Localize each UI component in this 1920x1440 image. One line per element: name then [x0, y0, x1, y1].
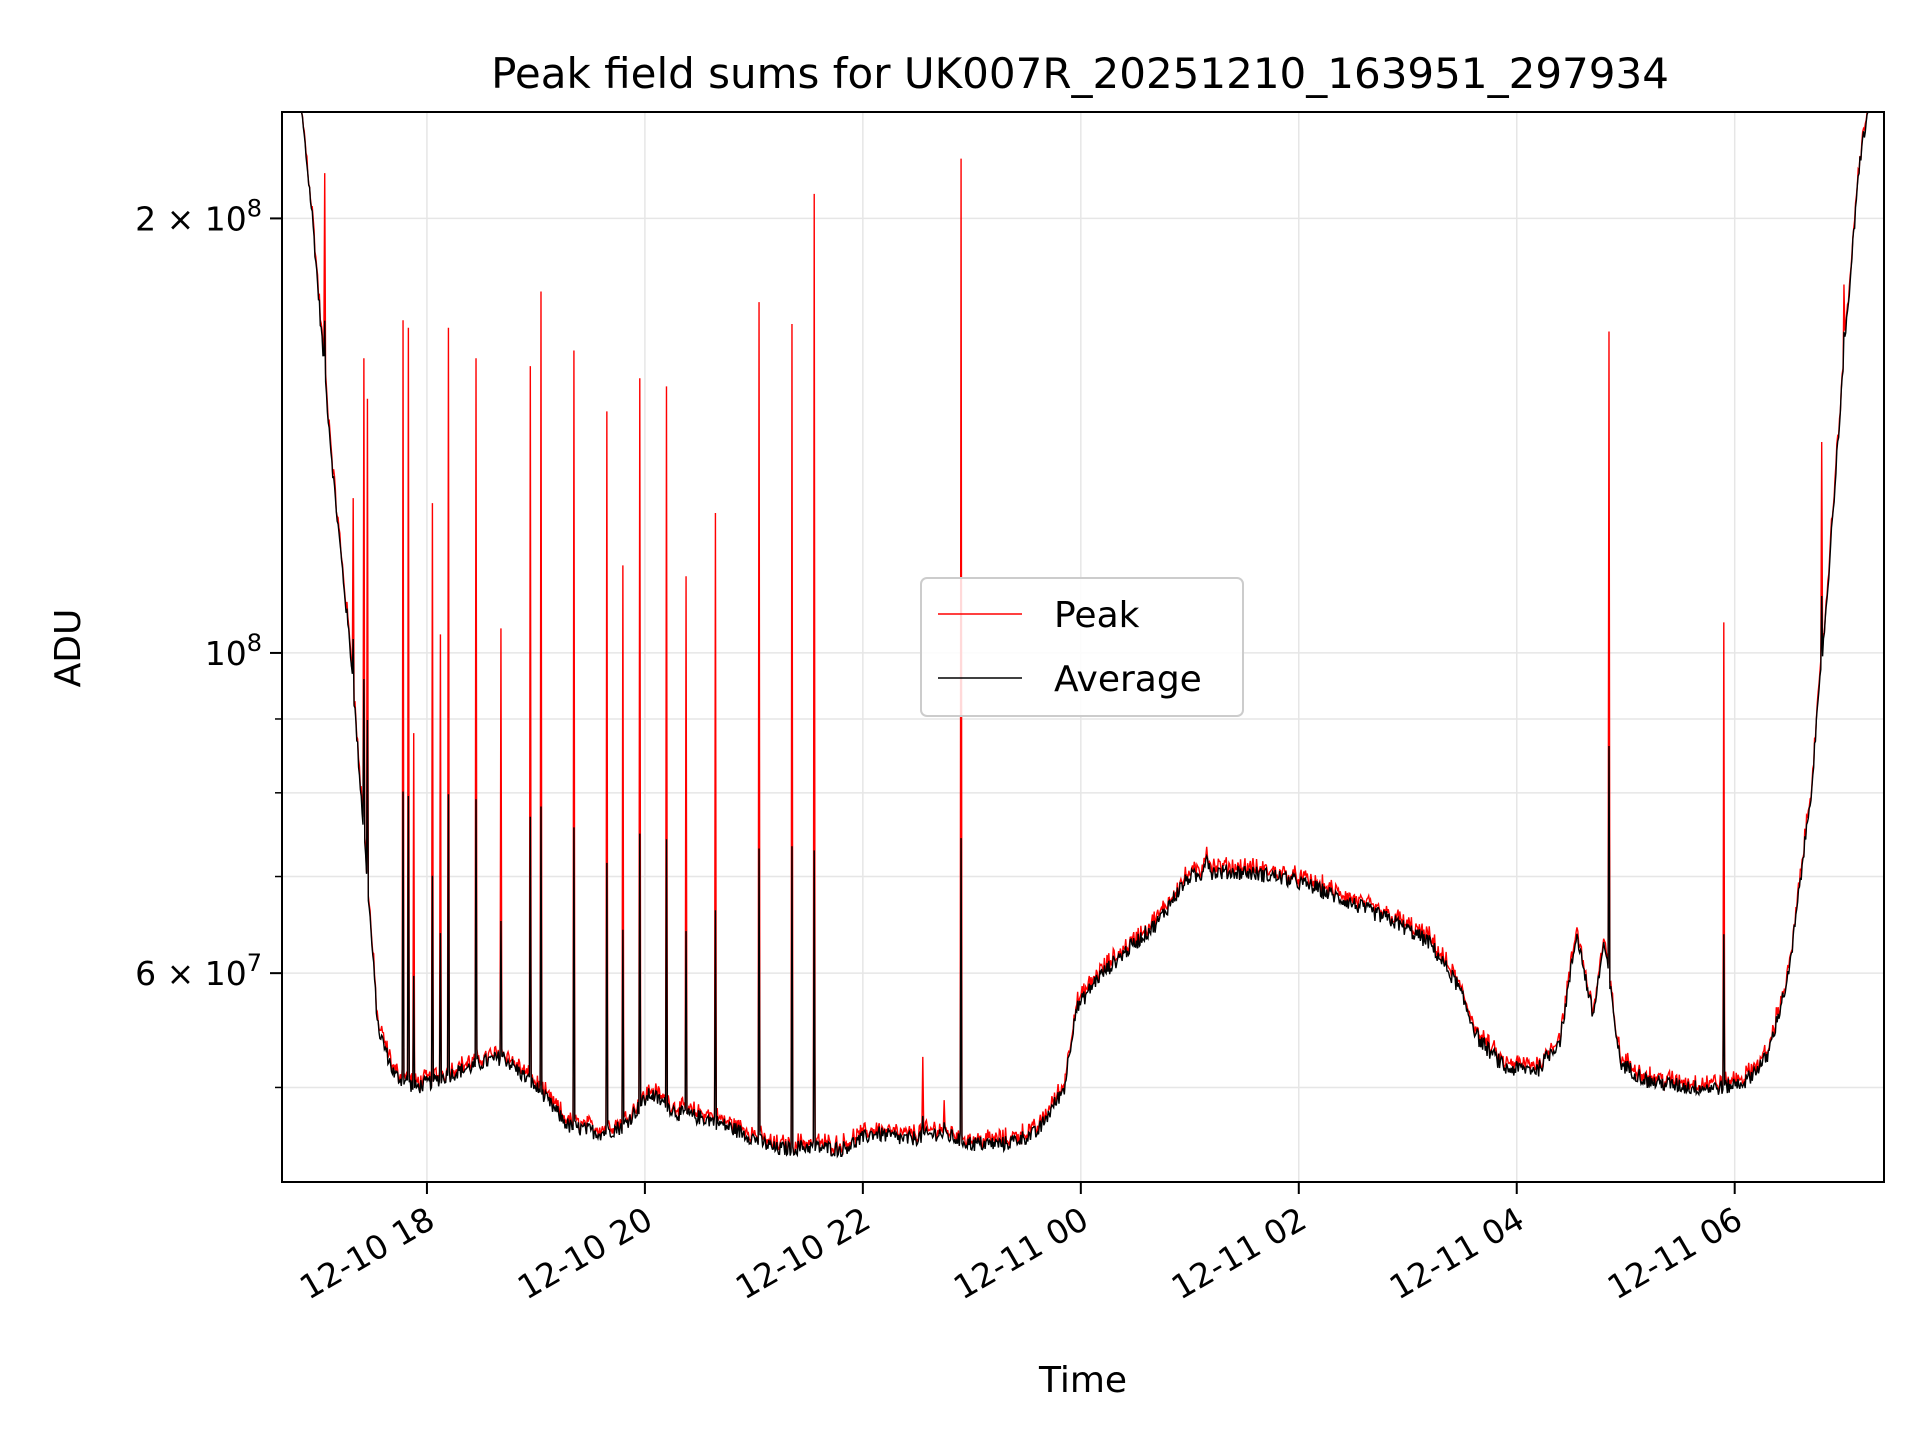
- legend: Peak Average: [920, 577, 1244, 717]
- plot-series: [282, 111, 1884, 1159]
- series-line-average: [282, 111, 1884, 1159]
- grid: [282, 112, 1884, 1182]
- y-axis-ticks: 6 × 107 108 2 × 108: [135, 194, 282, 1089]
- y-axis-label: ADU: [48, 609, 89, 688]
- legend-label-peak: Peak: [1054, 595, 1140, 636]
- legend-box: [920, 577, 1244, 717]
- chart-title: Peak field sums for UK007R_20251210_1639…: [491, 49, 1669, 98]
- y-tick-label-1: 108: [205, 629, 262, 673]
- legend-label-average: Average: [1054, 659, 1202, 700]
- plot-frame: [281, 111, 1885, 1183]
- x-axis-label: Time: [1038, 1360, 1127, 1401]
- y-tick-label-0: 6 × 107: [135, 949, 262, 993]
- y-tick-label-2: 2 × 108: [135, 194, 262, 238]
